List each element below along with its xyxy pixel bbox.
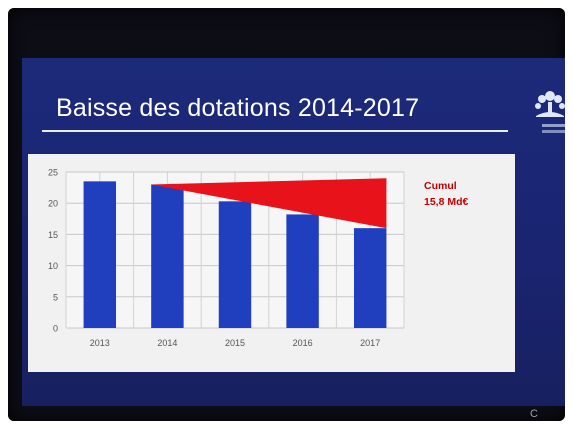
bar-2017 <box>353 228 387 328</box>
annotation-value: 15,8 Md€ <box>424 196 469 208</box>
annotation-title: Cumul <box>424 180 457 192</box>
slide-title: Baisse des dotations 2014-2017 <box>56 94 420 122</box>
y-tick-label: 15 <box>48 230 58 240</box>
bar-chart: 0 5 10 15 20 25 2013 2014 2015 2016 2017 <box>48 168 405 348</box>
projection-photo: Baisse des dotations 2014-2017 0 5 10 15 20 2… <box>8 8 565 421</box>
x-tick-label: 2014 <box>157 338 177 348</box>
x-tick-label: 2015 <box>225 338 245 348</box>
loss-area <box>151 178 387 229</box>
x-tick-label: 2013 <box>90 338 110 348</box>
bar-2013 <box>83 181 117 328</box>
y-tick-label: 10 <box>48 261 58 271</box>
bar-2016 <box>286 214 319 328</box>
logo-caption-line <box>542 130 565 133</box>
slide-screen: Baisse des dotations 2014-2017 0 5 10 15 20 2… <box>22 58 565 406</box>
y-tick-label: 25 <box>48 168 58 178</box>
watermark: C <box>530 408 538 420</box>
x-tick-label: 2016 <box>293 338 313 348</box>
logo-caption-line <box>542 124 565 127</box>
bar-2015 <box>218 201 252 328</box>
y-tick-label: 20 <box>48 199 58 209</box>
bar-2014 <box>151 184 184 328</box>
tree-logo-icon <box>535 91 565 117</box>
y-tick-label: 5 <box>53 292 58 302</box>
x-tick-label: 2017 <box>360 338 380 348</box>
chart-panel: 0 5 10 15 20 25 2013 2014 2015 2016 2017 Cumul 15,… <box>28 154 515 372</box>
title-divider <box>42 130 508 132</box>
y-tick-label: 0 <box>53 324 58 334</box>
